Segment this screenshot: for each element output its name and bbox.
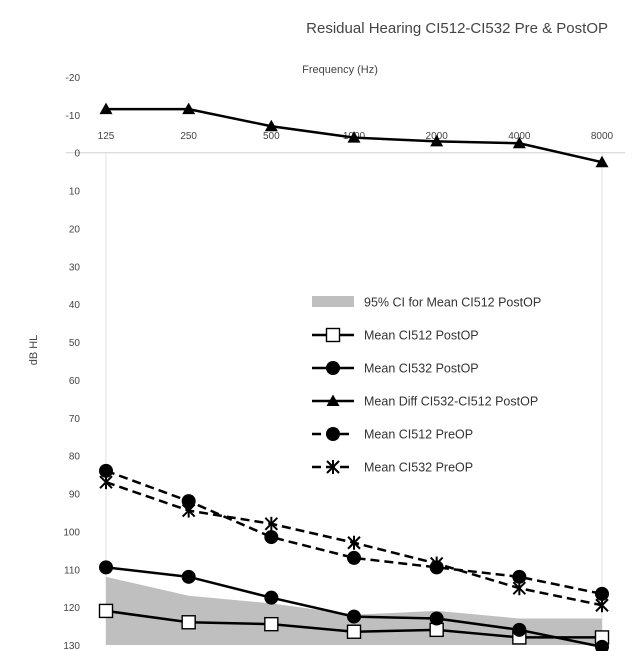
y-tick-label: 0 (74, 149, 80, 160)
series (99, 463, 609, 601)
data-point (326, 361, 340, 375)
data-point (326, 460, 340, 474)
legend-label: Mean CI532 PostOP (364, 362, 479, 376)
data-point (346, 624, 362, 639)
data-point (595, 155, 609, 168)
y-tick-label: 60 (69, 376, 81, 387)
series (99, 102, 609, 168)
y-tick-label: 110 (64, 565, 80, 576)
x-tick-label: 8000 (591, 131, 614, 142)
chart-title: Residual Hearing CI512-CI532 Pre & PostO… (306, 20, 608, 37)
data-point (347, 609, 361, 624)
x-tick-label: 500 (263, 131, 280, 142)
legend-item: Mean CI532 PostOP (312, 361, 479, 376)
data-point (429, 611, 444, 626)
data-point (512, 581, 527, 596)
data-point (264, 616, 279, 632)
legend-label: Mean CI532 PreOP (364, 461, 473, 475)
series (98, 603, 610, 645)
data-point (347, 131, 361, 143)
data-point (264, 590, 279, 605)
series (99, 560, 609, 651)
data-point (512, 569, 527, 584)
data-point (595, 639, 609, 651)
y-tick-label: 20 (69, 224, 81, 235)
data-point (325, 327, 341, 343)
data-point (264, 530, 279, 545)
data-point (99, 560, 113, 575)
y-tick-label: 50 (69, 338, 81, 349)
legend-item: 95% CI for Mean CI512 PostOP (312, 296, 541, 310)
x-axis-label: Frequency (Hz) (302, 64, 378, 76)
data-point (181, 494, 196, 509)
data-point (512, 136, 526, 149)
y-tick-label: 70 (69, 414, 81, 425)
y-tick-label: -20 (66, 73, 81, 84)
y-tick-label: 90 (69, 490, 81, 501)
data-point (264, 119, 278, 132)
data-point (99, 463, 113, 478)
data-point (98, 603, 114, 619)
data-point (512, 622, 527, 637)
legend-item: Mean CI532 PreOP (312, 460, 473, 475)
data-point (99, 102, 113, 115)
legend-item: Mean Diff CI532-CI512 PostOP (312, 394, 538, 409)
data-point (181, 615, 196, 630)
data-point (326, 394, 340, 406)
data-point (264, 516, 279, 531)
y-tick-label: 30 (69, 262, 81, 273)
ci-band (106, 576, 602, 645)
data-point (326, 427, 340, 441)
data-point (99, 475, 113, 490)
legend-label: Mean CI512 PreOP (364, 428, 473, 442)
y-tick-label: 80 (69, 452, 81, 463)
data-point (430, 134, 444, 147)
data-point (347, 535, 361, 550)
y-tick-label: 10 (69, 187, 81, 198)
data-point (181, 569, 196, 584)
x-tick-label: 4000 (508, 131, 531, 142)
legend-label: Mean CI512 PostOP (364, 329, 479, 343)
series (99, 475, 609, 613)
x-tick-label: 125 (98, 131, 115, 142)
data-point (595, 598, 609, 613)
y-tick-label: 100 (63, 527, 80, 538)
y-tick-label: 40 (69, 300, 81, 311)
legend-item: Mean CI512 PreOP (312, 427, 473, 442)
legend-label: Mean Diff CI532-CI512 PostOP (364, 395, 538, 409)
legend-label: 95% CI for Mean CI512 PostOP (364, 296, 541, 310)
data-point (595, 586, 609, 601)
y-axis-label: dB HL (28, 335, 40, 366)
y-tick-label: -10 (66, 111, 81, 122)
y-tick-label: 130 (63, 641, 80, 651)
legend-item: Mean CI512 PostOP (312, 327, 479, 343)
legend-swatch (312, 296, 354, 307)
x-tick-label: 250 (180, 131, 197, 142)
y-tick-label: 120 (63, 603, 80, 614)
data-point (182, 102, 196, 115)
data-point (347, 550, 361, 565)
data-point (429, 556, 444, 571)
data-point (181, 503, 196, 518)
